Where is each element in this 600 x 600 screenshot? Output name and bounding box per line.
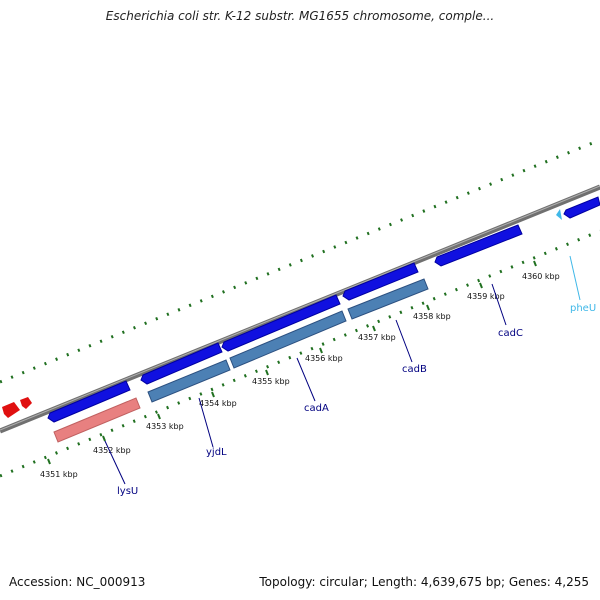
trna-gene-arrow-pheU[interactable] [556,209,562,220]
gene-labels: lysU yjdL cadA cadB cadC pheU [117,303,596,497]
cds-feature-bar-cadA[interactable] [229,310,347,369]
gene-arrow-cadB[interactable] [342,262,419,301]
gene-label-cadC[interactable]: cadC [498,328,523,339]
tick-label: 4360 kbp [522,272,560,281]
accession-text: Accession: NC_000913 [9,575,146,589]
gene-arrow-lysU[interactable] [47,380,131,423]
genome-summary: Topology: circular; Length: 4,639,675 bp… [259,575,589,589]
genome-backbone [0,184,600,434]
tick-label: 4358 kbp [413,312,451,321]
tick-label: 4356 kbp [305,354,343,363]
gene-arrow-cadC[interactable] [434,224,523,267]
gene-arrow-yjdL[interactable] [140,342,223,385]
repeat-feature-bar[interactable] [53,397,141,443]
gene-arrows-forward [47,196,600,423]
rna-gene-arrow[interactable] [2,402,20,418]
tick-labels: 4351 kbp 4352 kbp 4353 kbp 4354 kbp 4355… [40,272,560,479]
feature-bars [53,278,429,443]
gene-label-cadA[interactable]: cadA [304,403,329,414]
genome-backbone-highlight [0,185,600,431]
tick-label: 4357 kbp [358,333,396,342]
gene-arrow-cadA[interactable] [221,294,341,352]
inner-tick-ring [0,229,600,478]
cds-feature-bar-cadB[interactable] [347,278,429,320]
tick-label: 4355 kbp [252,377,290,386]
gene-label-cadB[interactable]: cadB [402,364,427,375]
gene-label-pheU[interactable]: pheU [570,303,596,314]
tick-label: 4359 kbp [467,292,505,301]
tick-label: 4351 kbp [40,470,78,479]
map-title: Escherichia coli str. K-12 substr. MG165… [105,9,495,23]
tick-label: 4353 kbp [146,422,184,431]
cds-feature-bar-yjdL[interactable] [147,359,231,403]
gene-label-yjdL[interactable]: yjdL [206,447,227,458]
tick-label: 4352 kbp [93,446,131,455]
outer-tick-ring [0,138,600,384]
major-ticks [47,260,537,465]
tick-label: 4354 kbp [199,399,237,408]
rna-gene-arrow[interactable] [20,397,32,409]
gene-arrow-next[interactable] [563,196,600,219]
label-leaders [104,255,581,485]
gene-label-lysU[interactable]: lysU [117,486,138,497]
